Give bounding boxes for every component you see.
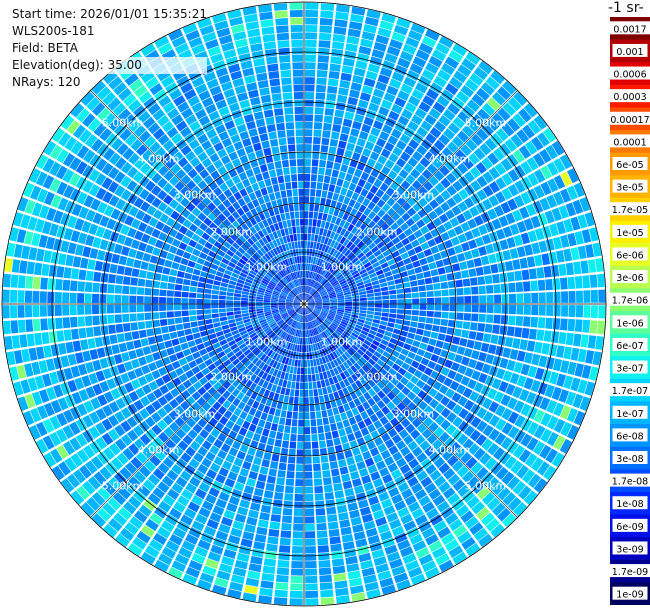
colorbar-tick-label: 1.7e-08 xyxy=(612,477,648,488)
colorbar-tick-label: 6e-09 xyxy=(616,522,643,533)
range-label: 1.00km xyxy=(321,261,363,274)
start-time: Start time: 2026/01/01 15:35:21 xyxy=(12,7,207,21)
colorbar-tick-label: 3e-06 xyxy=(616,273,643,284)
colorbar-unit: -1 sr- xyxy=(608,0,644,16)
range-label: 2.00km xyxy=(356,225,398,238)
colorbar-tick-label: 1e-06 xyxy=(616,318,643,329)
range-label: 4.00km xyxy=(429,443,471,456)
colorbar-tick-label: 3e-08 xyxy=(616,454,643,465)
ppi-plot: 1.00km 1.00km 1.00km 1.00km 2.00km 2.00km 2.00… xyxy=(1,1,607,607)
range-label: 1.00km xyxy=(321,335,363,348)
colorbar-tick-label: 6e-06 xyxy=(616,250,643,261)
instrument-name: WLS200s-181 xyxy=(12,24,95,38)
colorbar: 0.0017 0.001 0.0006 0.0003 0.00017 0.0001 6e-0… xyxy=(610,17,650,605)
colorbar-tick-label: 1e-09 xyxy=(616,590,643,601)
colorbar-tick-label: 1e-08 xyxy=(616,499,643,510)
range-labels: 1.00km 1.00km 1.00km 1.00km 2.00km 2.00km 2.00… xyxy=(102,117,506,493)
ray-sectors xyxy=(2,2,606,606)
range-label: 2.00km xyxy=(210,225,252,238)
range-label: 3.00km xyxy=(174,407,216,420)
colorbar-tick-label: 3e-07 xyxy=(616,364,643,375)
range-label: 3.00km xyxy=(393,189,435,202)
colorbar-tick-label: 6e-05 xyxy=(616,160,643,171)
colorbar-tick-label: 1e-05 xyxy=(616,228,643,239)
range-label: 2.00km xyxy=(210,371,252,384)
colorbar-tick-label: 1.7e-09 xyxy=(612,567,648,578)
colorbar-tick-label: 0.0017 xyxy=(613,24,646,35)
colorbar-tick-label: 1.7e-05 xyxy=(612,205,648,216)
colorbar-tick-label: 3e-09 xyxy=(616,544,643,555)
colorbar-tick-label: 0.001 xyxy=(616,47,643,58)
range-label: 5.00km xyxy=(102,479,144,492)
colorbar-tick-label: 1.7e-06 xyxy=(612,296,648,307)
colorbar-tick-label: 0.0001 xyxy=(613,137,646,148)
range-label: 5.00km xyxy=(465,117,507,130)
range-label: 4.00km xyxy=(138,443,180,456)
range-label: 2.00km xyxy=(356,371,398,384)
range-label: 5.00km xyxy=(102,117,144,130)
nrays: NRays: 120 xyxy=(12,75,81,89)
colorbar-tick-label: 1.7e-07 xyxy=(612,386,648,397)
range-label: 1.00km xyxy=(246,335,288,348)
scan-info: Start time: 2026/01/01 15:35:21 WLS200s-… xyxy=(12,6,207,91)
field-name: Field: BETA xyxy=(12,41,78,55)
colorbar-tick-label: 0.0003 xyxy=(613,92,646,103)
colorbar-tick-label: 3e-05 xyxy=(616,183,643,194)
range-label: 4.00km xyxy=(429,153,471,166)
colorbar-tick-label: 6e-08 xyxy=(616,431,643,442)
range-label: 1.00km xyxy=(246,261,288,274)
range-rings xyxy=(1,1,607,607)
elevation: Elevation(deg): 35.00 xyxy=(12,57,207,74)
colorbar-tick-label: 0.00017 xyxy=(610,115,649,126)
range-label: 4.00km xyxy=(138,153,180,166)
colorbar-tick-label: 1e-07 xyxy=(616,409,643,420)
colorbar-tick-label: 0.0006 xyxy=(613,70,646,81)
range-label: 3.00km xyxy=(393,407,435,420)
range-label: 3.00km xyxy=(174,189,216,202)
range-label: 5.00km xyxy=(465,479,507,492)
colorbar-tick-label: 6e-07 xyxy=(616,341,643,352)
